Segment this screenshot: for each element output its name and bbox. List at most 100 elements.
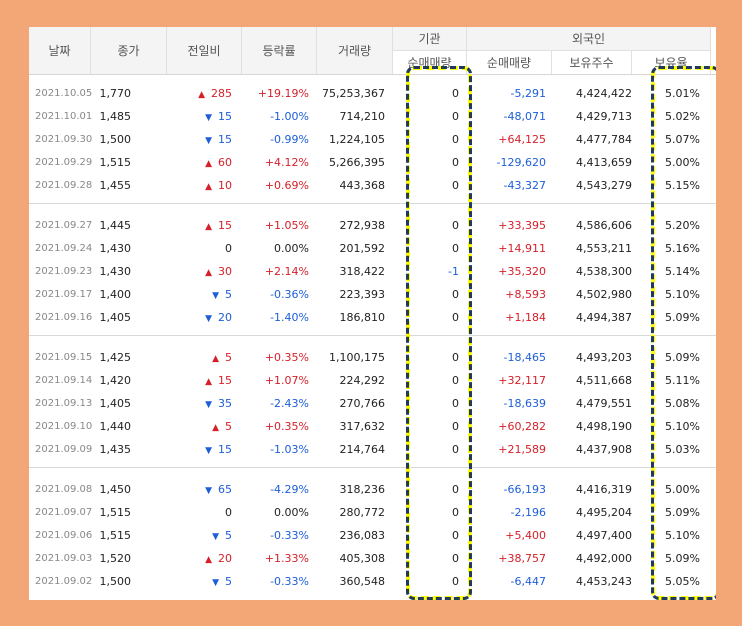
down-arrow-icon: ▼ — [205, 314, 212, 324]
header-date: 날짜 — [29, 27, 91, 74]
cell-inst-net: 0 — [452, 110, 459, 123]
cell-date: 2021.09.29 — [35, 157, 93, 168]
up-arrow-icon: ▲ — [212, 423, 219, 433]
cell-close: 1,450 — [99, 483, 132, 496]
cell-foreign-ratio: 5.09% — [665, 311, 700, 324]
cell-close: 1,500 — [99, 575, 132, 588]
table-row: 2021.09.03 1,520 ▲ 20 +1.33% 405,308 0 +38,757 4… — [29, 547, 716, 570]
cell-inst-net: 0 — [452, 156, 459, 169]
table-row: 2021.09.08 1,450 ▼ 65 -4.29% 318,236 0 -66,193 4… — [29, 478, 716, 501]
stock-trading-table: 날짜 종가 전일비 등락률 거래량 기관 외국인 순매매량 순매매량 보유주수 … — [29, 27, 716, 600]
cell-close: 1,430 — [99, 265, 132, 278]
cell-volume: 224,292 — [339, 374, 386, 387]
cell-close: 1,435 — [99, 443, 132, 456]
cell-inst-net: 0 — [452, 219, 459, 232]
table-row: 2021.09.14 1,420 ▲ 15 +1.07% 224,292 0 +32,117 4… — [29, 369, 716, 392]
cell-foreign-ratio: 5.01% — [665, 87, 700, 100]
cell-date: 2021.10.01 — [35, 111, 93, 122]
change-value: 5 — [225, 575, 232, 588]
cell-volume: 223,393 — [339, 288, 386, 301]
table-row: 2021.09.15 1,425 ▲ 5 +0.35% 1,100,175 0 -18,465… — [29, 346, 716, 369]
cell-foreign-hold: 4,479,551 — [576, 397, 632, 410]
group-separator — [29, 335, 716, 336]
cell-foreign-net: +8,593 — [505, 288, 546, 301]
cell-close: 1,445 — [99, 219, 132, 232]
highlight-institution-net — [406, 66, 472, 600]
cell-change-pct: 0.00% — [274, 242, 309, 255]
table-row: 2021.09.23 1,430 ▲ 30 +2.14% 318,422 -1 +35,320… — [29, 260, 716, 283]
cell-change: ▲ 20 — [169, 547, 232, 570]
cell-foreign-net: -2,196 — [510, 506, 546, 519]
cell-foreign-net: +35,320 — [498, 265, 546, 278]
cell-change: ▲ 285 — [169, 82, 232, 105]
cell-close: 1,515 — [99, 506, 132, 519]
cell-change-pct: -2.43% — [270, 397, 309, 410]
table-row: 2021.09.06 1,515 ▼ 5 -0.33% 236,083 0 +5,400 4,4… — [29, 524, 716, 547]
cell-change-pct: -1.03% — [270, 443, 309, 456]
cell-foreign-hold: 4,493,203 — [576, 351, 632, 364]
cell-foreign-net: -6,447 — [510, 575, 546, 588]
cell-change-pct: -0.99% — [270, 133, 309, 146]
down-arrow-icon: ▼ — [212, 532, 219, 542]
cell-foreign-net: +5,400 — [505, 529, 546, 542]
cell-foreign-ratio: 5.10% — [665, 288, 700, 301]
cell-volume: 318,236 — [339, 483, 386, 496]
cell-close: 1,440 — [99, 420, 132, 433]
cell-date: 2021.09.02 — [35, 576, 93, 587]
cell-change-pct: +1.07% — [264, 374, 309, 387]
cell-change-pct: +19.19% — [257, 87, 309, 100]
cell-change-pct: +2.14% — [264, 265, 309, 278]
change-value: 20 — [218, 552, 232, 565]
cell-change: ▲ 10 — [169, 174, 232, 197]
change-value: 15 — [218, 110, 232, 123]
cell-volume: 714,210 — [339, 110, 386, 123]
cell-inst-net: 0 — [452, 529, 459, 542]
cell-foreign-ratio: 5.15% — [665, 179, 700, 192]
cell-volume: 317,632 — [339, 420, 386, 433]
group-separator — [29, 467, 716, 468]
cell-volume: 443,368 — [339, 179, 386, 192]
cell-inst-net: 0 — [452, 575, 459, 588]
highlight-foreign-ratio — [651, 66, 716, 600]
cell-change: ▼ 15 — [169, 438, 232, 461]
change-value: 15 — [218, 133, 232, 146]
cell-foreign-ratio: 5.09% — [665, 506, 700, 519]
cell-date: 2021.09.03 — [35, 553, 93, 564]
cell-foreign-ratio: 5.09% — [665, 351, 700, 364]
up-arrow-icon: ▲ — [205, 159, 212, 169]
cell-foreign-net: +38,757 — [498, 552, 546, 565]
cell-inst-net: 0 — [452, 351, 459, 364]
change-value: 15 — [218, 219, 232, 232]
cell-close: 1,420 — [99, 374, 132, 387]
cell-foreign-hold: 4,543,279 — [576, 179, 632, 192]
cell-volume: 270,766 — [339, 397, 386, 410]
up-arrow-icon: ▲ — [205, 377, 212, 387]
change-value: 10 — [218, 179, 232, 192]
cell-foreign-hold: 4,424,422 — [576, 87, 632, 100]
cell-change: ▼ 15 — [169, 105, 232, 128]
cell-close: 1,405 — [99, 397, 132, 410]
cell-foreign-net: +60,282 — [498, 420, 546, 433]
down-arrow-icon: ▼ — [205, 486, 212, 496]
cell-foreign-ratio: 5.14% — [665, 265, 700, 278]
cell-foreign-net: -18,465 — [503, 351, 546, 364]
change-value: 5 — [225, 529, 232, 542]
cell-date: 2021.09.10 — [35, 421, 93, 432]
cell-close: 1,455 — [99, 179, 132, 192]
cell-volume: 280,772 — [339, 506, 386, 519]
cell-foreign-hold: 4,497,400 — [576, 529, 632, 542]
cell-foreign-hold: 4,538,300 — [576, 265, 632, 278]
cell-foreign-ratio: 5.09% — [665, 552, 700, 565]
cell-change-pct: 0.00% — [274, 506, 309, 519]
cell-volume: 318,422 — [339, 265, 386, 278]
cell-foreign-hold: 4,437,908 — [576, 443, 632, 456]
cell-change: ▼ 5 — [169, 524, 232, 547]
cell-change: 0 — [169, 501, 232, 524]
table-row: 2021.09.29 1,515 ▲ 60 +4.12% 5,266,395 0 -129,6… — [29, 151, 716, 174]
down-arrow-icon: ▼ — [205, 136, 212, 146]
cell-foreign-hold: 4,498,190 — [576, 420, 632, 433]
cell-foreign-net: +33,395 — [498, 219, 546, 232]
cell-volume: 214,764 — [339, 443, 386, 456]
cell-date: 2021.09.09 — [35, 444, 93, 455]
cell-date: 2021.09.13 — [35, 398, 93, 409]
